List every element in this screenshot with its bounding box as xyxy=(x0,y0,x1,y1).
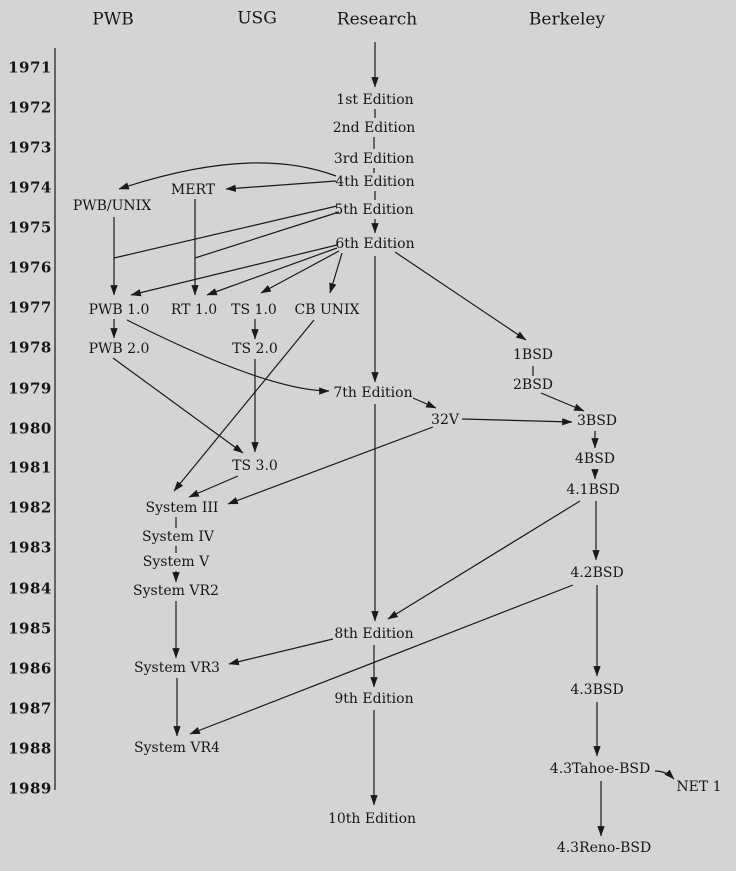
edge-e6-rt10 xyxy=(206,247,338,296)
node-pwbunix: PWB/UNIX xyxy=(72,198,152,214)
node-e9: 9th Edition xyxy=(334,691,414,707)
edge-ts30-sys3 xyxy=(188,475,239,498)
node-bsd4: 4BSD xyxy=(574,451,616,467)
edge-e6-pwb10 xyxy=(130,244,338,297)
node-bsd43: 4.3BSD xyxy=(570,682,624,698)
node-ts30: TS 3.0 xyxy=(232,458,278,474)
node-e3: 3rd Edition xyxy=(333,151,415,167)
node-rt10: RT 1.0 xyxy=(170,302,218,318)
node-e8: 8th Edition xyxy=(334,626,414,642)
edge-cbunix-sys3 xyxy=(173,319,315,492)
edge-v32-bsd3 xyxy=(461,418,573,426)
node-cbunix: CB UNIX xyxy=(294,302,360,318)
node-mert: MERT xyxy=(170,182,216,198)
column-header-berkeley: Berkeley xyxy=(528,9,606,30)
node-bsd3: 3BSD xyxy=(576,413,618,429)
edge-v32-sys3 xyxy=(227,426,434,505)
year-label-1988: 1988 xyxy=(8,739,52,758)
node-bsd41: 4.1BSD xyxy=(566,482,620,498)
edge-pwb10-e7 xyxy=(126,319,330,395)
year-label-1987: 1987 xyxy=(8,699,52,718)
year-label-1989: 1989 xyxy=(8,779,52,798)
column-header-research: Research xyxy=(336,9,418,30)
node-e4: 4th Edition xyxy=(335,174,415,190)
node-net1: NET 1 xyxy=(676,779,722,795)
node-bsd42: 4.2BSD xyxy=(570,565,624,581)
node-ts10: TS 1.0 xyxy=(231,302,277,318)
column-header-usg: USG xyxy=(237,8,277,29)
year-label-1972: 1972 xyxy=(8,98,52,117)
node-vr4: System VR4 xyxy=(134,740,220,756)
year-label-1973: 1973 xyxy=(8,138,52,157)
column-header-pwb: PWB xyxy=(92,9,134,30)
year-label-1984: 1984 xyxy=(8,579,52,598)
year-label-1976: 1976 xyxy=(8,258,52,277)
node-sys4: System IV xyxy=(142,529,214,545)
node-pwb10: PWB 1.0 xyxy=(88,302,150,318)
node-e5: 5th Edition xyxy=(334,202,414,218)
year-label-1986: 1986 xyxy=(8,659,52,678)
edge-e6-bsd1 xyxy=(394,251,527,341)
node-e10: 10th Edition xyxy=(327,811,417,827)
year-label-1974: 1974 xyxy=(8,178,52,197)
node-e2: 2nd Edition xyxy=(332,120,416,136)
edge-e8-vr3 xyxy=(228,638,334,666)
year-label-1979: 1979 xyxy=(8,379,52,398)
edge-e4-mert xyxy=(225,180,337,192)
year-label-1981: 1981 xyxy=(8,458,52,477)
year-label-1977: 1977 xyxy=(8,298,52,317)
edge-pwb20-ts30 xyxy=(112,357,244,454)
year-label-1971: 1971 xyxy=(8,58,52,77)
year-label-1975: 1975 xyxy=(8,218,52,237)
node-sys3: System III xyxy=(145,500,219,516)
year-label-1983: 1983 xyxy=(8,538,52,557)
edge-e6-ts10 xyxy=(260,250,340,294)
node-reno: 4.3Reno-BSD xyxy=(556,840,652,856)
year-label-1985: 1985 xyxy=(8,619,52,638)
node-tahoe: 4.3Tahoe-BSD xyxy=(549,761,651,777)
node-v32: 32V xyxy=(431,412,459,428)
node-vr3: System VR3 xyxy=(134,660,220,676)
node-vr2: System VR2 xyxy=(133,583,219,599)
node-bsd1: 1BSD xyxy=(512,347,554,363)
node-pwb20: PWB 2.0 xyxy=(88,341,150,357)
node-bsd2: 2BSD xyxy=(512,377,554,393)
edge-e4-pwbunix xyxy=(118,162,337,190)
node-e7: 7th Edition xyxy=(333,385,413,401)
node-e1: 1st Edition xyxy=(336,92,414,108)
edge-e5-pwbunix-line xyxy=(113,205,338,259)
node-ts20: TS 2.0 xyxy=(232,341,278,357)
edge-bsd2-bsd3 xyxy=(540,392,585,412)
year-label-1982: 1982 xyxy=(8,498,52,517)
edge-bsd42-vr4 xyxy=(189,584,574,735)
year-label-1978: 1978 xyxy=(8,338,52,357)
edge-tahoe-net1 xyxy=(654,769,675,780)
year-label-1980: 1980 xyxy=(8,419,52,438)
node-sys5: System V xyxy=(142,554,210,570)
edge-e5-mert-line xyxy=(194,211,340,259)
edge-bsd41-e8 xyxy=(387,500,581,620)
node-e6: 6th Edition xyxy=(335,236,415,252)
edge-e6-cbunix xyxy=(329,252,343,294)
edge-e7-v32 xyxy=(412,397,437,409)
